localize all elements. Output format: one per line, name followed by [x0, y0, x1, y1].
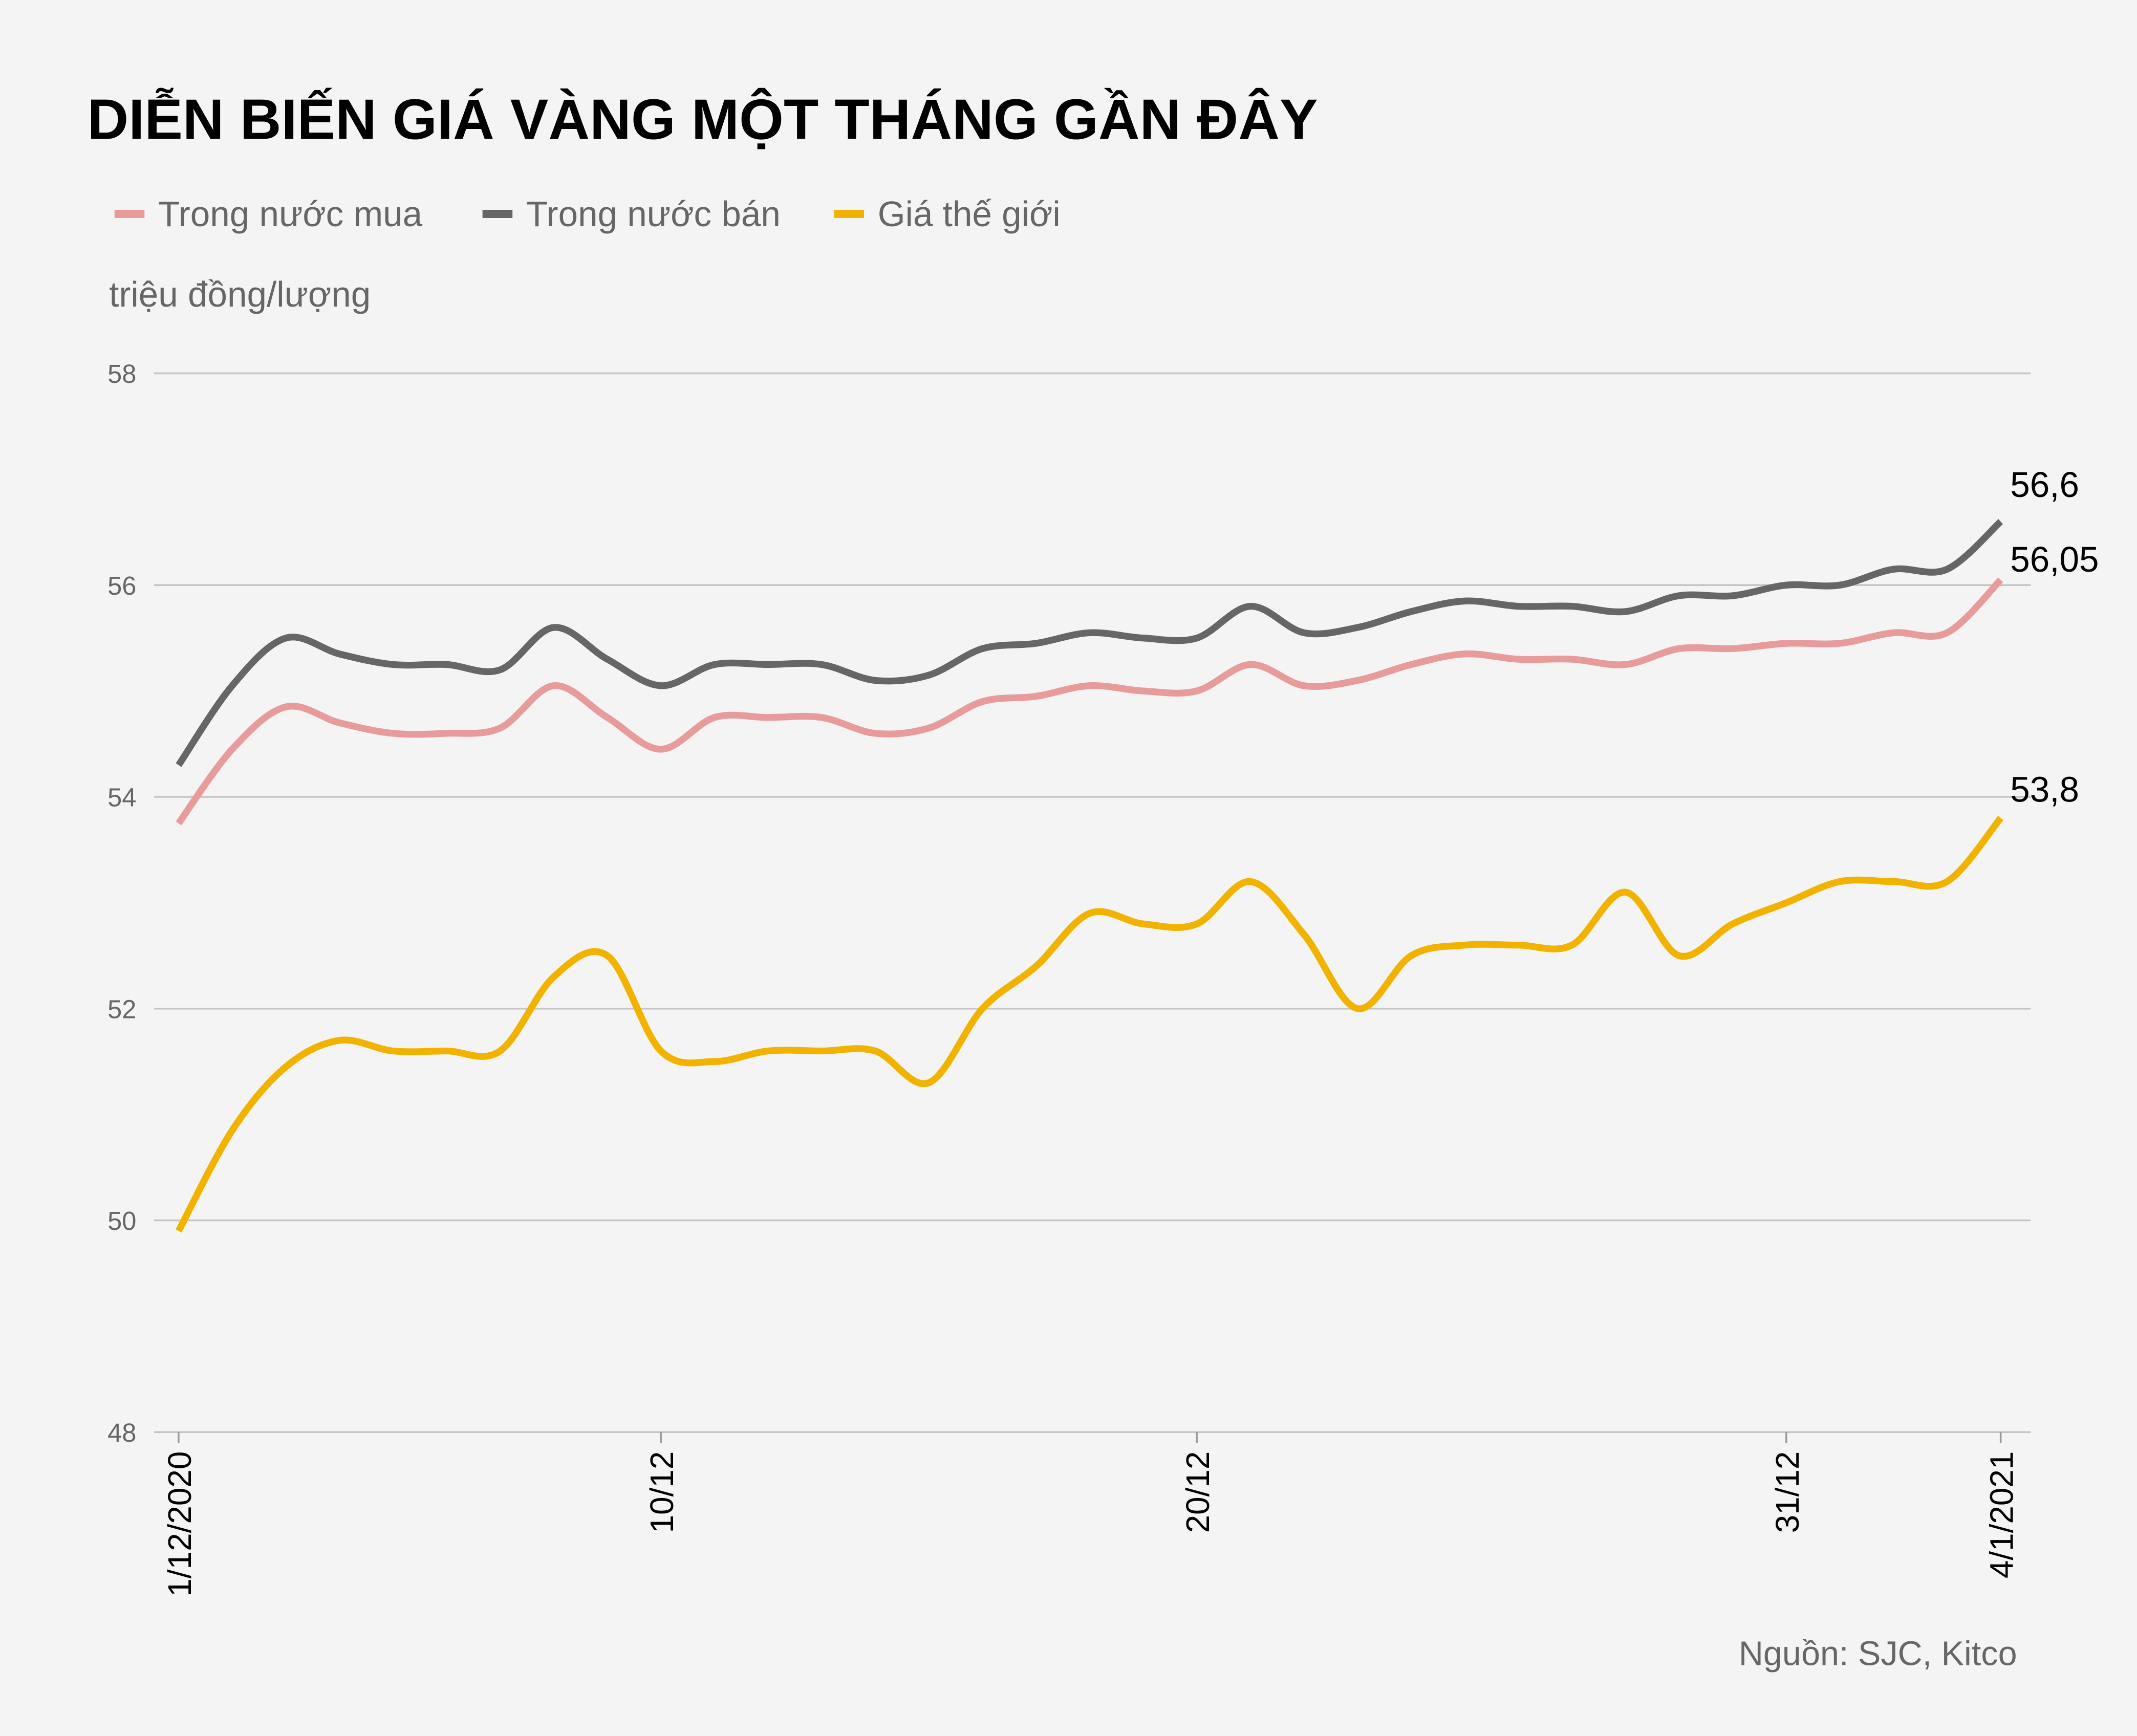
y-tick-label: 54 [107, 783, 136, 812]
x-tick-label: 10/12 [643, 1451, 680, 1533]
x-tick-label: 1/12/2020 [161, 1451, 198, 1597]
end-value-label: 56,05 [2010, 539, 2099, 579]
y-tick-label: 56 [107, 571, 136, 600]
y-tick-label: 50 [107, 1206, 136, 1235]
y-tick-label: 48 [107, 1418, 136, 1447]
legend-label: Trong nước mua [158, 194, 423, 234]
end-value-label: 53,8 [2010, 769, 2079, 809]
gridlines: 58 56 54 52 50 48 [107, 359, 2031, 1447]
chart-title: DIỄN BIẾN GIÁ VÀNG MỘT THÁNG GẦN ĐÂY [88, 88, 1318, 151]
series-lines: 56,05 56,6 53,8 [176, 465, 2099, 1233]
series-line [176, 577, 2003, 826]
y-tick-label: 58 [107, 359, 136, 388]
legend-label: Trong nước bán [526, 194, 781, 234]
legend: Trong nước mua Trong nước bán Giá thế giới [114, 194, 1061, 234]
legend-label: Giá thế giới [878, 194, 1061, 234]
source-note: Nguồn: SJC, Kitco [1739, 1635, 2017, 1673]
x-tick-label: 31/12 [1769, 1451, 1806, 1533]
series-line [176, 816, 2003, 1233]
series-line [176, 519, 2003, 767]
end-value-label: 56,6 [2010, 465, 2079, 505]
x-tick-label: 4/1/2021 [1983, 1451, 2020, 1579]
y-tick-label: 52 [107, 994, 136, 1024]
x-tick-label: 20/12 [1179, 1451, 1216, 1533]
y-axis-unit: triệu đồng/lượng [109, 274, 371, 314]
x-axis: 1/12/2020 10/12 20/12 31/12 4/1/2021 [161, 1432, 2020, 1597]
